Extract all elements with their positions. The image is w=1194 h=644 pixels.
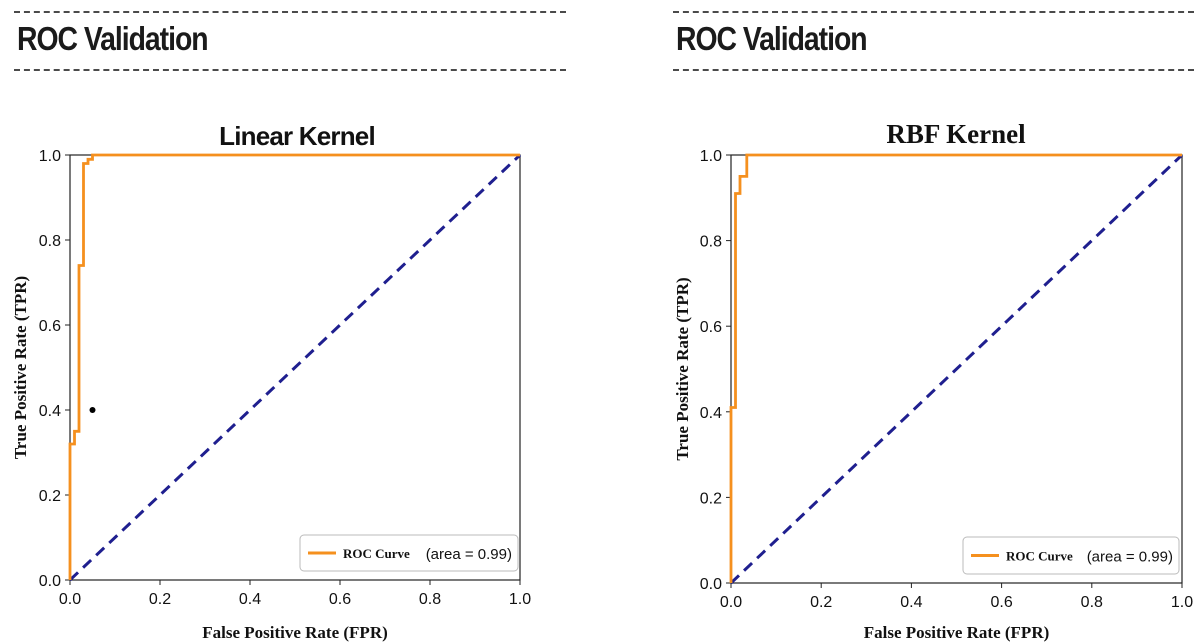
y-tick-label: 0.6: [39, 318, 61, 335]
roc-curve-line: [68, 153, 520, 580]
x-axis-label: False Positive Rate (FPR): [864, 623, 1050, 642]
x-tick-label: 0.0: [720, 594, 742, 611]
y-tick-label: 0.2: [700, 490, 722, 507]
section-header-right: ROC Validation: [673, 0, 1194, 74]
annotation-dot: [89, 407, 96, 413]
x-tick-label: 0.2: [810, 594, 832, 611]
legend-box: [299, 534, 519, 572]
dashed-divider: [14, 11, 566, 13]
x-axis-label: False Positive Rate (FPR): [202, 623, 388, 642]
legend-label: ROC Curve: [1006, 549, 1073, 564]
legend-area-value: (area = 0.99): [1087, 549, 1173, 566]
y-axis-label: True Positive Rate (TPR): [673, 277, 692, 460]
roc-chart-linear-kernel: Linear Kernel 0.0 0.2 0.4 0.6 0.8 1.0 0.0 0.2 0.4…: [11, 121, 531, 642]
x-tick-label: 0.6: [329, 591, 351, 608]
y-axis-label: True Positive Rate (TPR): [11, 276, 30, 459]
dashed-divider: [673, 69, 1194, 71]
y-tick-label: 0.8: [700, 234, 722, 251]
legend-label: ROC Curve: [343, 546, 410, 561]
y-tick-label: 1.0: [700, 148, 722, 165]
y-tick-label: 0.4: [700, 405, 722, 422]
x-tick-label: 1.0: [1171, 594, 1193, 611]
dashed-divider: [673, 11, 1194, 13]
chart-title: Linear Kernel: [219, 121, 375, 151]
dashed-divider: [14, 69, 566, 71]
legend-area-value: (area = 0.99): [426, 546, 512, 563]
section-title: ROC Validation: [17, 20, 209, 57]
x-tick-label: 0.0: [59, 591, 81, 608]
x-tick-label: 0.4: [900, 594, 922, 611]
x-tick-label: 0.8: [1081, 594, 1103, 611]
x-tick-label: 0.2: [149, 591, 171, 608]
x-tick-label: 0.4: [239, 591, 261, 608]
y-tick-label: 0.8: [39, 233, 61, 250]
y-tick-label: 0.2: [39, 488, 61, 505]
legend-box: [962, 536, 1180, 575]
y-tick-label: 0.6: [700, 319, 722, 336]
chart-title: RBF Kernel: [886, 119, 1026, 149]
roc-curve-line: [729, 153, 1182, 583]
chance-diagonal-line: [68, 153, 522, 582]
x-tick-label: 0.6: [990, 594, 1012, 611]
chance-diagonal-line: [729, 153, 1184, 585]
y-tick-label: 0.0: [700, 576, 722, 593]
y-tick-label: 0.0: [39, 573, 61, 590]
section-title: ROC Validation: [676, 20, 868, 57]
x-tick-label: 0.8: [419, 591, 441, 608]
x-tick-label: 1.0: [509, 591, 531, 608]
section-header-left: ROC Validation: [14, 0, 566, 74]
y-tick-label: 1.0: [39, 148, 61, 165]
y-tick-label: 0.4: [39, 403, 61, 420]
